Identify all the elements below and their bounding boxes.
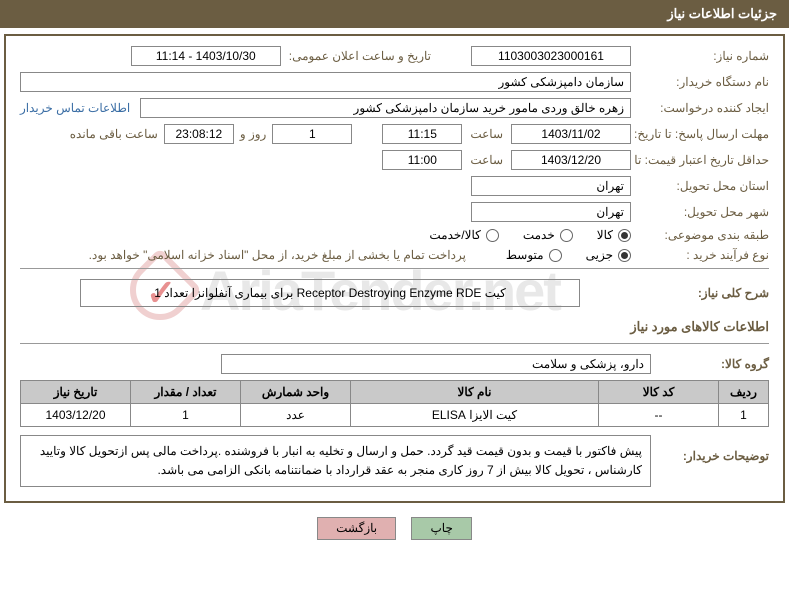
validity-label: حداقل تاریخ اعتبار قیمت: تا تاریخ: xyxy=(639,153,769,167)
buyer-org-label: نام دستگاه خریدار: xyxy=(639,75,769,89)
page-title: جزئیات اطلاعات نیاز xyxy=(667,6,777,21)
days-and-label: روز و xyxy=(240,127,267,141)
process-label: نوع فرآیند خرید : xyxy=(639,248,769,262)
city-label: شهر محل تحویل: xyxy=(639,205,769,219)
deadline-time-value: 11:15 xyxy=(382,124,462,144)
buyer-org-value: سازمان دامپزشکی کشور xyxy=(20,72,631,92)
deadline-date-value: 1403/11/02 xyxy=(511,124,631,144)
province-label: استان محل تحویل: xyxy=(639,179,769,193)
radio-partial[interactable]: جزیی xyxy=(586,248,631,262)
back-button[interactable]: بازگشت xyxy=(317,517,396,540)
time-label-1: ساعت xyxy=(470,127,503,141)
need-number-label: شماره نیاز: xyxy=(639,49,769,63)
radio-service-label: خدمت xyxy=(523,228,555,242)
group-label: گروه کالا: xyxy=(659,357,769,371)
category-label: طبقه بندی موضوعی: xyxy=(639,228,769,242)
requester-value: زهره خالق وردی مامور خرید سازمان دامپزشک… xyxy=(140,98,631,118)
time-label-2: ساعت xyxy=(470,153,503,167)
buyer-notes-box: پیش فاکتور با قیمت و بدون قیمت قید گردد.… xyxy=(20,435,651,487)
radio-service[interactable]: خدمت xyxy=(523,228,573,242)
divider xyxy=(20,268,769,269)
description-box: کیت Receptor Destroying Enzyme RDE برای … xyxy=(80,279,580,307)
province-value: تهران xyxy=(471,176,631,196)
radio-icon xyxy=(560,229,573,242)
main-frame: شماره نیاز: 1103003023000161 تاریخ و ساع… xyxy=(4,34,785,503)
payment-note: پرداخت تمام یا بخشی از مبلغ خرید، از محل… xyxy=(89,248,466,262)
cell-code: -- xyxy=(599,404,719,427)
th-qty: تعداد / مقدار xyxy=(131,381,241,404)
city-value: تهران xyxy=(471,202,631,222)
cell-name: کیت الایزا ELISA xyxy=(351,404,599,427)
th-row: ردیف xyxy=(719,381,769,404)
time-remaining-value: 23:08:12 xyxy=(164,124,234,144)
divider xyxy=(20,343,769,344)
remaining-label: ساعت باقی مانده xyxy=(70,127,158,141)
page-header: جزئیات اطلاعات نیاز xyxy=(0,0,789,28)
radio-partial-label: جزیی xyxy=(586,248,613,262)
validity-date-value: 1403/12/20 xyxy=(511,150,631,170)
print-button[interactable]: چاپ xyxy=(411,517,471,540)
th-code: کد کالا xyxy=(599,381,719,404)
days-remaining-value: 1 xyxy=(272,124,352,144)
radio-medium[interactable]: متوسط xyxy=(506,248,562,262)
cell-unit: عدد xyxy=(241,404,351,427)
buyer-notes-label: توضیحات خریدار: xyxy=(659,435,769,463)
announce-date-label: تاریخ و ساعت اعلان عمومی: xyxy=(289,49,431,63)
requester-label: ایجاد کننده درخواست: xyxy=(639,101,769,115)
items-section-title: اطلاعات کالاهای مورد نیاز xyxy=(20,319,769,335)
contact-buyer-link[interactable]: اطلاعات تماس خریدار xyxy=(20,101,130,115)
announce-date-value: 1403/10/30 - 11:14 xyxy=(131,46,281,66)
deadline-label: مهلت ارسال پاسخ: تا تاریخ: xyxy=(639,127,769,141)
radio-goods-service-label: کالا/خدمت xyxy=(429,228,480,242)
validity-time-value: 11:00 xyxy=(382,150,462,170)
group-value: دارو، پزشکی و سلامت xyxy=(221,354,651,374)
th-name: نام کالا xyxy=(351,381,599,404)
radio-icon xyxy=(486,229,499,242)
radio-icon xyxy=(618,229,631,242)
th-unit: واحد شمارش xyxy=(241,381,351,404)
th-date: تاریخ نیاز xyxy=(21,381,131,404)
table-row: 1 -- کیت الایزا ELISA عدد 1 1403/12/20 xyxy=(21,404,769,427)
radio-goods-service[interactable]: کالا/خدمت xyxy=(429,228,498,242)
items-table: ردیف کد کالا نام کالا واحد شمارش تعداد /… xyxy=(20,380,769,427)
cell-qty: 1 xyxy=(131,404,241,427)
need-number-value: 1103003023000161 xyxy=(471,46,631,66)
cell-date: 1403/12/20 xyxy=(21,404,131,427)
radio-medium-label: متوسط xyxy=(506,248,544,262)
description-title: شرح کلی نیاز: xyxy=(659,286,769,300)
radio-icon xyxy=(549,249,562,262)
button-row: چاپ بازگشت xyxy=(0,517,789,540)
radio-goods-label: کالا xyxy=(597,228,613,242)
table-header-row: ردیف کد کالا نام کالا واحد شمارش تعداد /… xyxy=(21,381,769,404)
category-radio-group: کالا خدمت کالا/خدمت xyxy=(409,228,631,242)
process-radio-group: جزیی متوسط xyxy=(486,248,631,262)
radio-goods[interactable]: کالا xyxy=(597,228,631,242)
radio-icon xyxy=(618,249,631,262)
cell-row: 1 xyxy=(719,404,769,427)
